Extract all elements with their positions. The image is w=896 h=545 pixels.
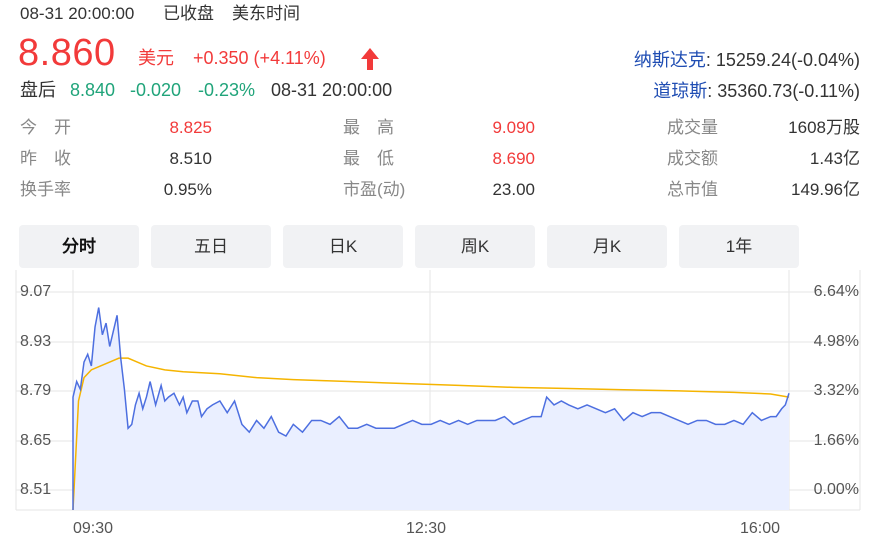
y-tick-right-1: 4.98% (813, 333, 859, 350)
price-change: +0.350 (+4.11%) (193, 48, 326, 68)
y-tick-left-1: 8.93 (20, 333, 52, 350)
datetime: 08-31 20:00:00 (20, 4, 135, 23)
x-tick-0: 09:30 (73, 520, 114, 537)
stat-high-value: 9.090 (492, 118, 535, 137)
stat-pe-value: 23.00 (492, 180, 535, 199)
up-arrow-icon (360, 47, 380, 76)
after-hours-pct: -0.23% (198, 80, 256, 100)
index-dow: 道琼斯: 35360.73(-0.11%) (653, 80, 860, 102)
stat-volume-value: 1608万股 (788, 118, 860, 137)
tab-weekly-k[interactable]: 周K (415, 225, 535, 268)
after-hours-label: 盘后 (20, 80, 56, 100)
tab-daily-k[interactable]: 日K (283, 225, 403, 268)
after-hours-price: 8.840 (70, 80, 116, 100)
currency: 美元 (138, 48, 174, 68)
y-tick-right-0: 6.64% (813, 283, 859, 300)
index-dow-link[interactable]: 道琼斯 (653, 81, 708, 101)
stat-prevclose-label: 昨 收 (20, 149, 71, 168)
last-price: 8.860 (18, 32, 116, 74)
price-line (72, 307, 790, 510)
stat-prevclose-value: 8.510 (169, 149, 212, 168)
stat-low-value: 8.690 (492, 149, 535, 168)
stat-turnover-rate-value: 0.95% (163, 180, 212, 199)
average-price-line (72, 357, 790, 511)
stat-open-value: 8.825 (169, 118, 212, 137)
index-dow-value: : 35360.73(-0.11%) (707, 81, 860, 101)
y-tick-left-0: 9.07 (20, 283, 52, 300)
tab-intraday[interactable]: 分时 (19, 225, 139, 268)
after-hours-change: -0.020 (130, 80, 182, 100)
y-tick-left-4: 8.51 (20, 481, 52, 498)
stat-marketcap-label: 总市值 (667, 180, 718, 199)
stat-low-label: 最 低 (343, 149, 394, 168)
tab-monthly-k[interactable]: 月K (547, 225, 667, 268)
y-tick-right-2: 3.32% (813, 382, 859, 399)
stat-pe-label: 市盈(动) (343, 180, 406, 199)
price-area (73, 307, 789, 510)
stat-marketcap-value: 149.96亿 (791, 180, 860, 199)
stat-turnover-rate-label: 换手率 (20, 180, 71, 199)
index-nasdaq-value: : 15259.24(-0.04%) (705, 50, 860, 70)
timezone: 美东时间 (232, 4, 300, 23)
x-tick-2: 16:00 (740, 520, 781, 537)
y-tick-left-3: 8.65 (20, 432, 52, 449)
stat-volume-label: 成交量 (667, 118, 718, 137)
x-tick-1: 12:30 (406, 520, 447, 537)
index-nasdaq-link[interactable]: 纳斯达克 (633, 50, 706, 70)
tab-1year[interactable]: 1年 (679, 225, 799, 268)
tab-5day[interactable]: 五日 (151, 225, 271, 268)
market-status: 已收盘 (163, 4, 214, 23)
stat-high-label: 最 高 (343, 118, 394, 137)
index-nasdaq: 纳斯达克: 15259.24(-0.04%) (634, 49, 860, 71)
stat-turnover-label: 成交额 (667, 149, 718, 168)
stat-open-label: 今 开 (20, 118, 71, 137)
stat-turnover-value: 1.43亿 (809, 149, 860, 168)
after-hours-time: 08-31 20:00:00 (271, 80, 393, 100)
y-tick-left-2: 8.79 (20, 382, 52, 399)
y-tick-right-4: 0.00% (813, 481, 859, 498)
y-tick-right-3: 1.66% (813, 432, 859, 449)
